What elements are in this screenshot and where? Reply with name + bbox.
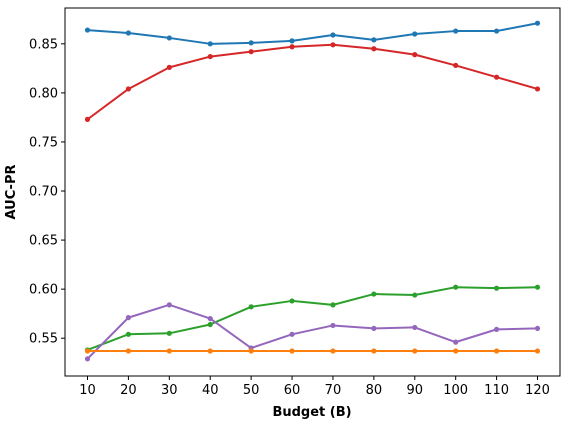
x-tick-label: 10 [79,383,96,398]
data-point [453,339,459,345]
series-line [86,303,539,360]
x-tick-label: 70 [325,383,342,398]
data-point [248,49,254,55]
data-point [330,302,336,308]
y-tick-label: 0.85 [29,37,58,52]
data-point [412,292,418,298]
data-point [412,31,418,37]
data-point [534,325,541,332]
y-tick-label: 0.55 [29,332,58,347]
x-tick-label: 90 [406,383,423,398]
data-point [166,302,172,308]
data-point [534,348,541,354]
data-point [330,322,336,329]
data-point [125,86,132,92]
data-point [207,321,213,328]
x-tick-label: 20 [120,383,137,398]
data-point [207,348,213,354]
x-tick-label: 40 [202,383,219,398]
y-axis-label: AUC-PR [4,165,19,220]
data-point [453,62,459,69]
data-point [534,86,541,92]
series-4 [84,302,541,362]
data-point [248,348,254,354]
data-point [84,116,91,122]
x-tick-label: 60 [284,383,301,398]
data-point [289,44,295,50]
data-point [207,315,213,322]
x-axis-label: Budget (B) [272,405,351,420]
data-point [289,298,295,304]
data-point [330,348,336,354]
data-point [493,285,500,291]
data-point [412,52,418,58]
y-tick-label: 0.65 [29,234,58,249]
data-point [166,64,172,70]
data-point [84,356,91,362]
data-point [166,330,172,336]
data-point [84,27,91,33]
data-point [412,324,418,331]
data-point [289,331,295,337]
data-point [493,28,500,34]
data-point [330,42,336,48]
data-point [493,348,500,354]
y-tick-label: 0.70 [29,185,58,200]
data-point [330,32,336,38]
data-point [371,291,377,297]
data-point [125,315,132,321]
data-point [371,46,377,52]
y-tick-label: 0.80 [29,86,58,101]
series-line [86,286,539,351]
x-tick-label: 120 [525,383,550,398]
series-line [86,22,539,45]
data-point [371,37,377,43]
series-1 [84,20,541,47]
data-point [412,348,418,354]
data-point [534,20,541,26]
x-tick-label: 100 [443,383,468,398]
data-point [289,348,295,354]
series-line [86,43,539,121]
data-point [371,325,377,332]
data-point [207,53,213,60]
series-5 [84,348,541,354]
data-point [453,28,459,34]
data-point [125,30,132,36]
y-axis-ticks: 0.55 0.60 0.65 0.70 0.75 0.80 0.85 [29,37,65,347]
data-point [248,40,254,46]
data-point [493,326,500,332]
y-tick-label: 0.60 [29,283,58,298]
data-point [371,348,377,354]
x-tick-label: 30 [161,383,178,398]
data-point [534,284,541,290]
y-tick-label: 0.75 [29,135,58,150]
series-2 [84,42,541,122]
series-layer [84,20,541,362]
data-point [289,38,295,44]
x-tick-label: 80 [366,383,383,398]
data-point [166,35,172,41]
data-point [248,304,254,310]
data-point [166,348,172,354]
x-tick-label: 110 [484,383,509,398]
data-point [453,348,459,354]
x-axis-ticks: 10 20 30 40 50 60 70 80 90 100 110 120 [79,376,550,398]
x-tick-label: 50 [243,383,260,398]
series-3 [84,284,541,353]
data-point [125,348,132,354]
data-point [125,331,132,337]
data-point [493,74,500,80]
data-point [84,348,91,354]
data-point [453,284,459,290]
data-point [207,41,213,47]
plot-area [64,7,561,377]
